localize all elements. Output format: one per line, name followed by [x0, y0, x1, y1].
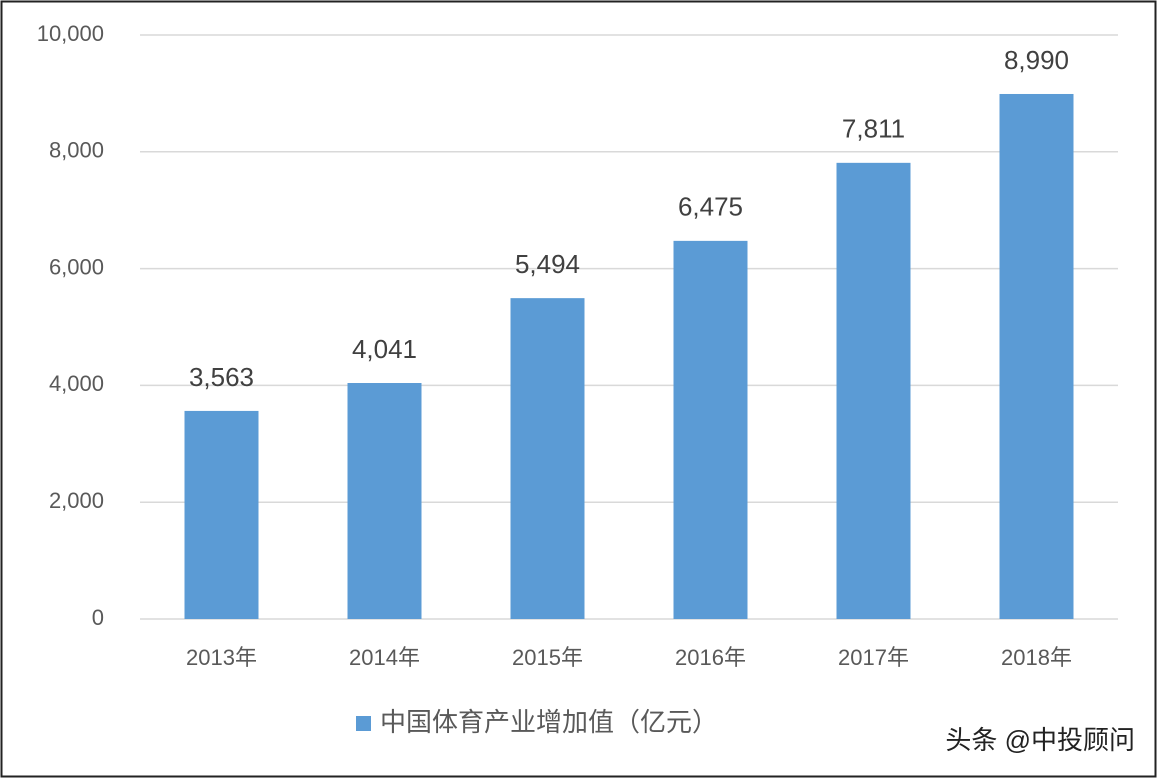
bar [836, 162, 911, 620]
x-tick-label: 2014年 [349, 645, 420, 670]
value-label: 6,475 [678, 192, 743, 222]
value-label: 5,494 [515, 249, 580, 279]
watermark: 头条 @中投顾问 [945, 725, 1135, 755]
bar [347, 383, 422, 619]
x-tick-label: 2013年 [186, 645, 257, 670]
y-tick-label: 8,000 [49, 138, 104, 163]
bar [673, 240, 748, 620]
bar [184, 410, 259, 619]
value-label: 7,811 [842, 114, 905, 144]
x-tick-label: 2016年 [675, 645, 746, 670]
y-tick-label: 4,000 [49, 371, 104, 396]
y-tick-label: 0 [92, 605, 104, 630]
x-tick-label: 2015年 [512, 645, 583, 670]
value-label: 3,563 [189, 362, 254, 392]
legend-swatch [356, 716, 371, 731]
legend-label: 中国体育产业增加值（亿元） [380, 707, 718, 737]
bar [510, 298, 585, 619]
value-label: 8,990 [1004, 45, 1069, 75]
y-tick-label: 6,000 [49, 254, 104, 279]
y-tick-label: 2,000 [49, 488, 104, 513]
x-tick-label: 2018年 [1001, 645, 1072, 670]
value-label: 4,041 [352, 334, 417, 364]
y-tick-label: 10,000 [37, 21, 104, 46]
x-tick-label: 2017年 [838, 645, 909, 670]
bar [999, 93, 1074, 619]
